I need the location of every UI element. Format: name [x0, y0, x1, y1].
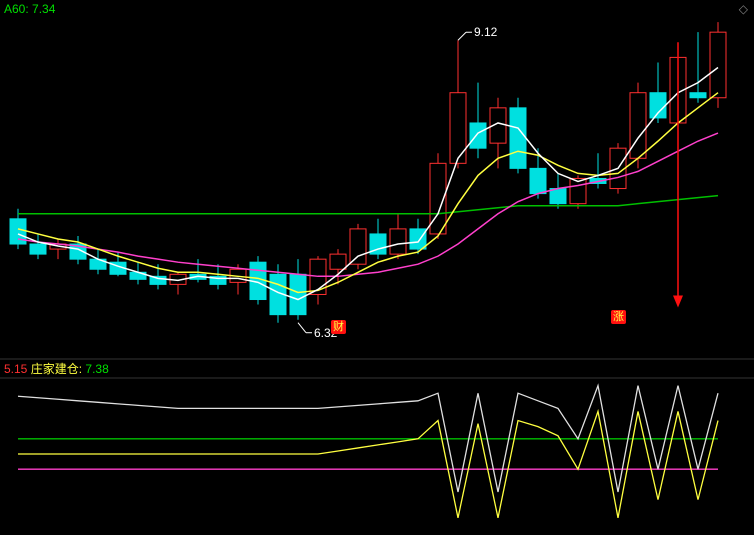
signal-badge-0: 财 [331, 320, 346, 334]
chart-stage: A60: 7.34 ◇ 5.15 庄家建仓: 7.38 9.126.32财涨 [0, 0, 754, 535]
indicator-chart[interactable] [0, 360, 754, 535]
high-price-label: 9.12 [474, 25, 497, 39]
signal-badge-1: 涨 [611, 310, 626, 324]
price-chart[interactable] [0, 0, 754, 360]
